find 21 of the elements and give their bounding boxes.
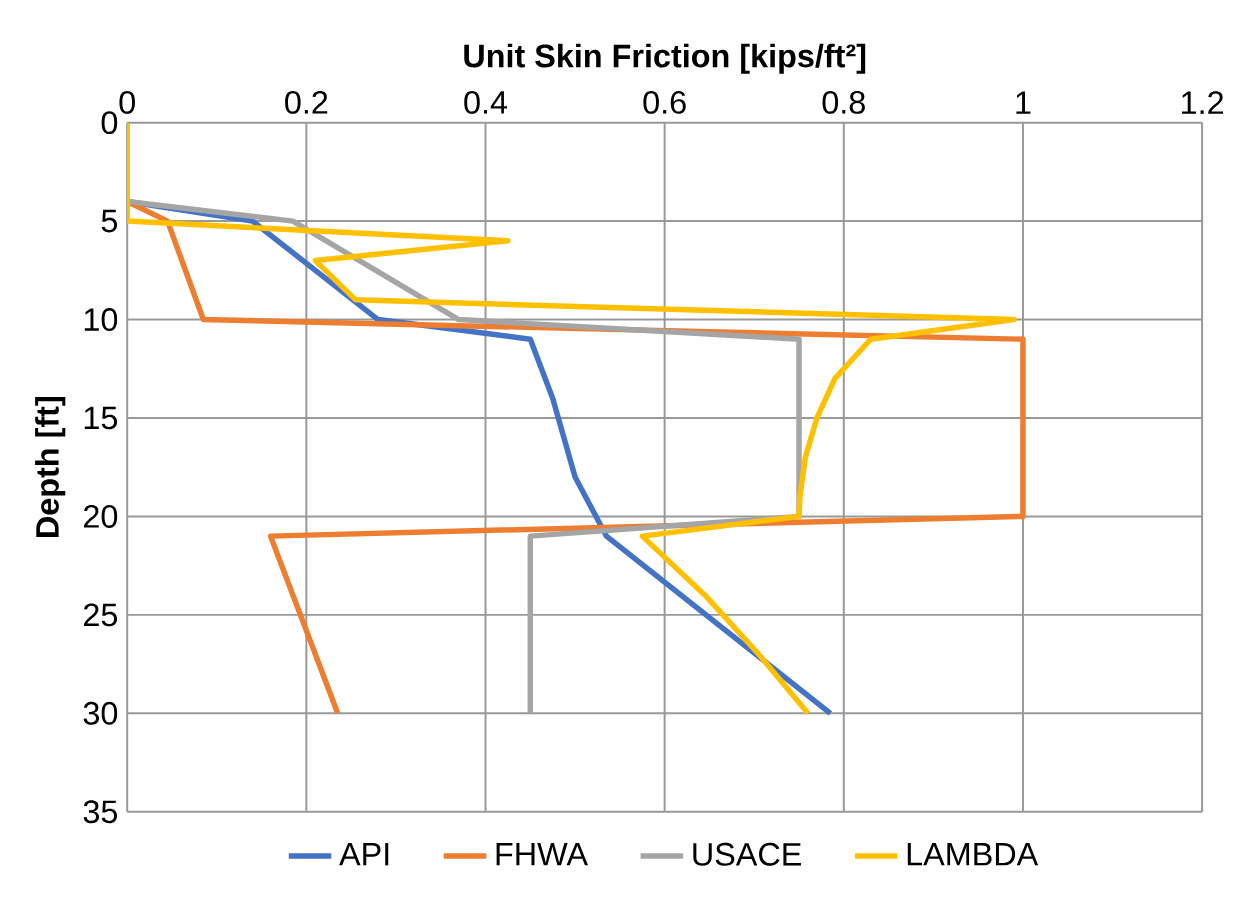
y-tick-label: 35 xyxy=(83,800,118,824)
x-axis-title: Unit Skin Friction [kips/ft²] xyxy=(464,43,866,74)
x-tick-label: 0.6 xyxy=(643,90,686,114)
y-tick-label: 10 xyxy=(84,308,118,332)
y-axis-title: Depth [ft] xyxy=(35,397,66,538)
y-tick-label: 5 xyxy=(101,209,118,233)
x-tick-label: 0 xyxy=(119,90,135,114)
x-tick-label: 0.4 xyxy=(464,90,508,114)
legend-label: API xyxy=(339,843,389,866)
y-tick-label: 0 xyxy=(101,111,118,135)
legend-label: USACE xyxy=(693,842,801,866)
y-tick-label: 25 xyxy=(84,603,118,627)
legend-label: LAMBDA xyxy=(907,843,1039,866)
legend-label: FHWA xyxy=(496,843,588,866)
y-tick-label: 30 xyxy=(83,701,118,725)
y-tick-label: 15 xyxy=(84,406,118,430)
x-tick-label: 1 xyxy=(1016,91,1031,114)
y-tick-label: 20 xyxy=(84,504,118,528)
x-tick-label: 0.2 xyxy=(285,90,328,114)
x-tick-label: 1.2 xyxy=(1182,91,1223,114)
x-tick-label: 0.8 xyxy=(822,90,865,114)
